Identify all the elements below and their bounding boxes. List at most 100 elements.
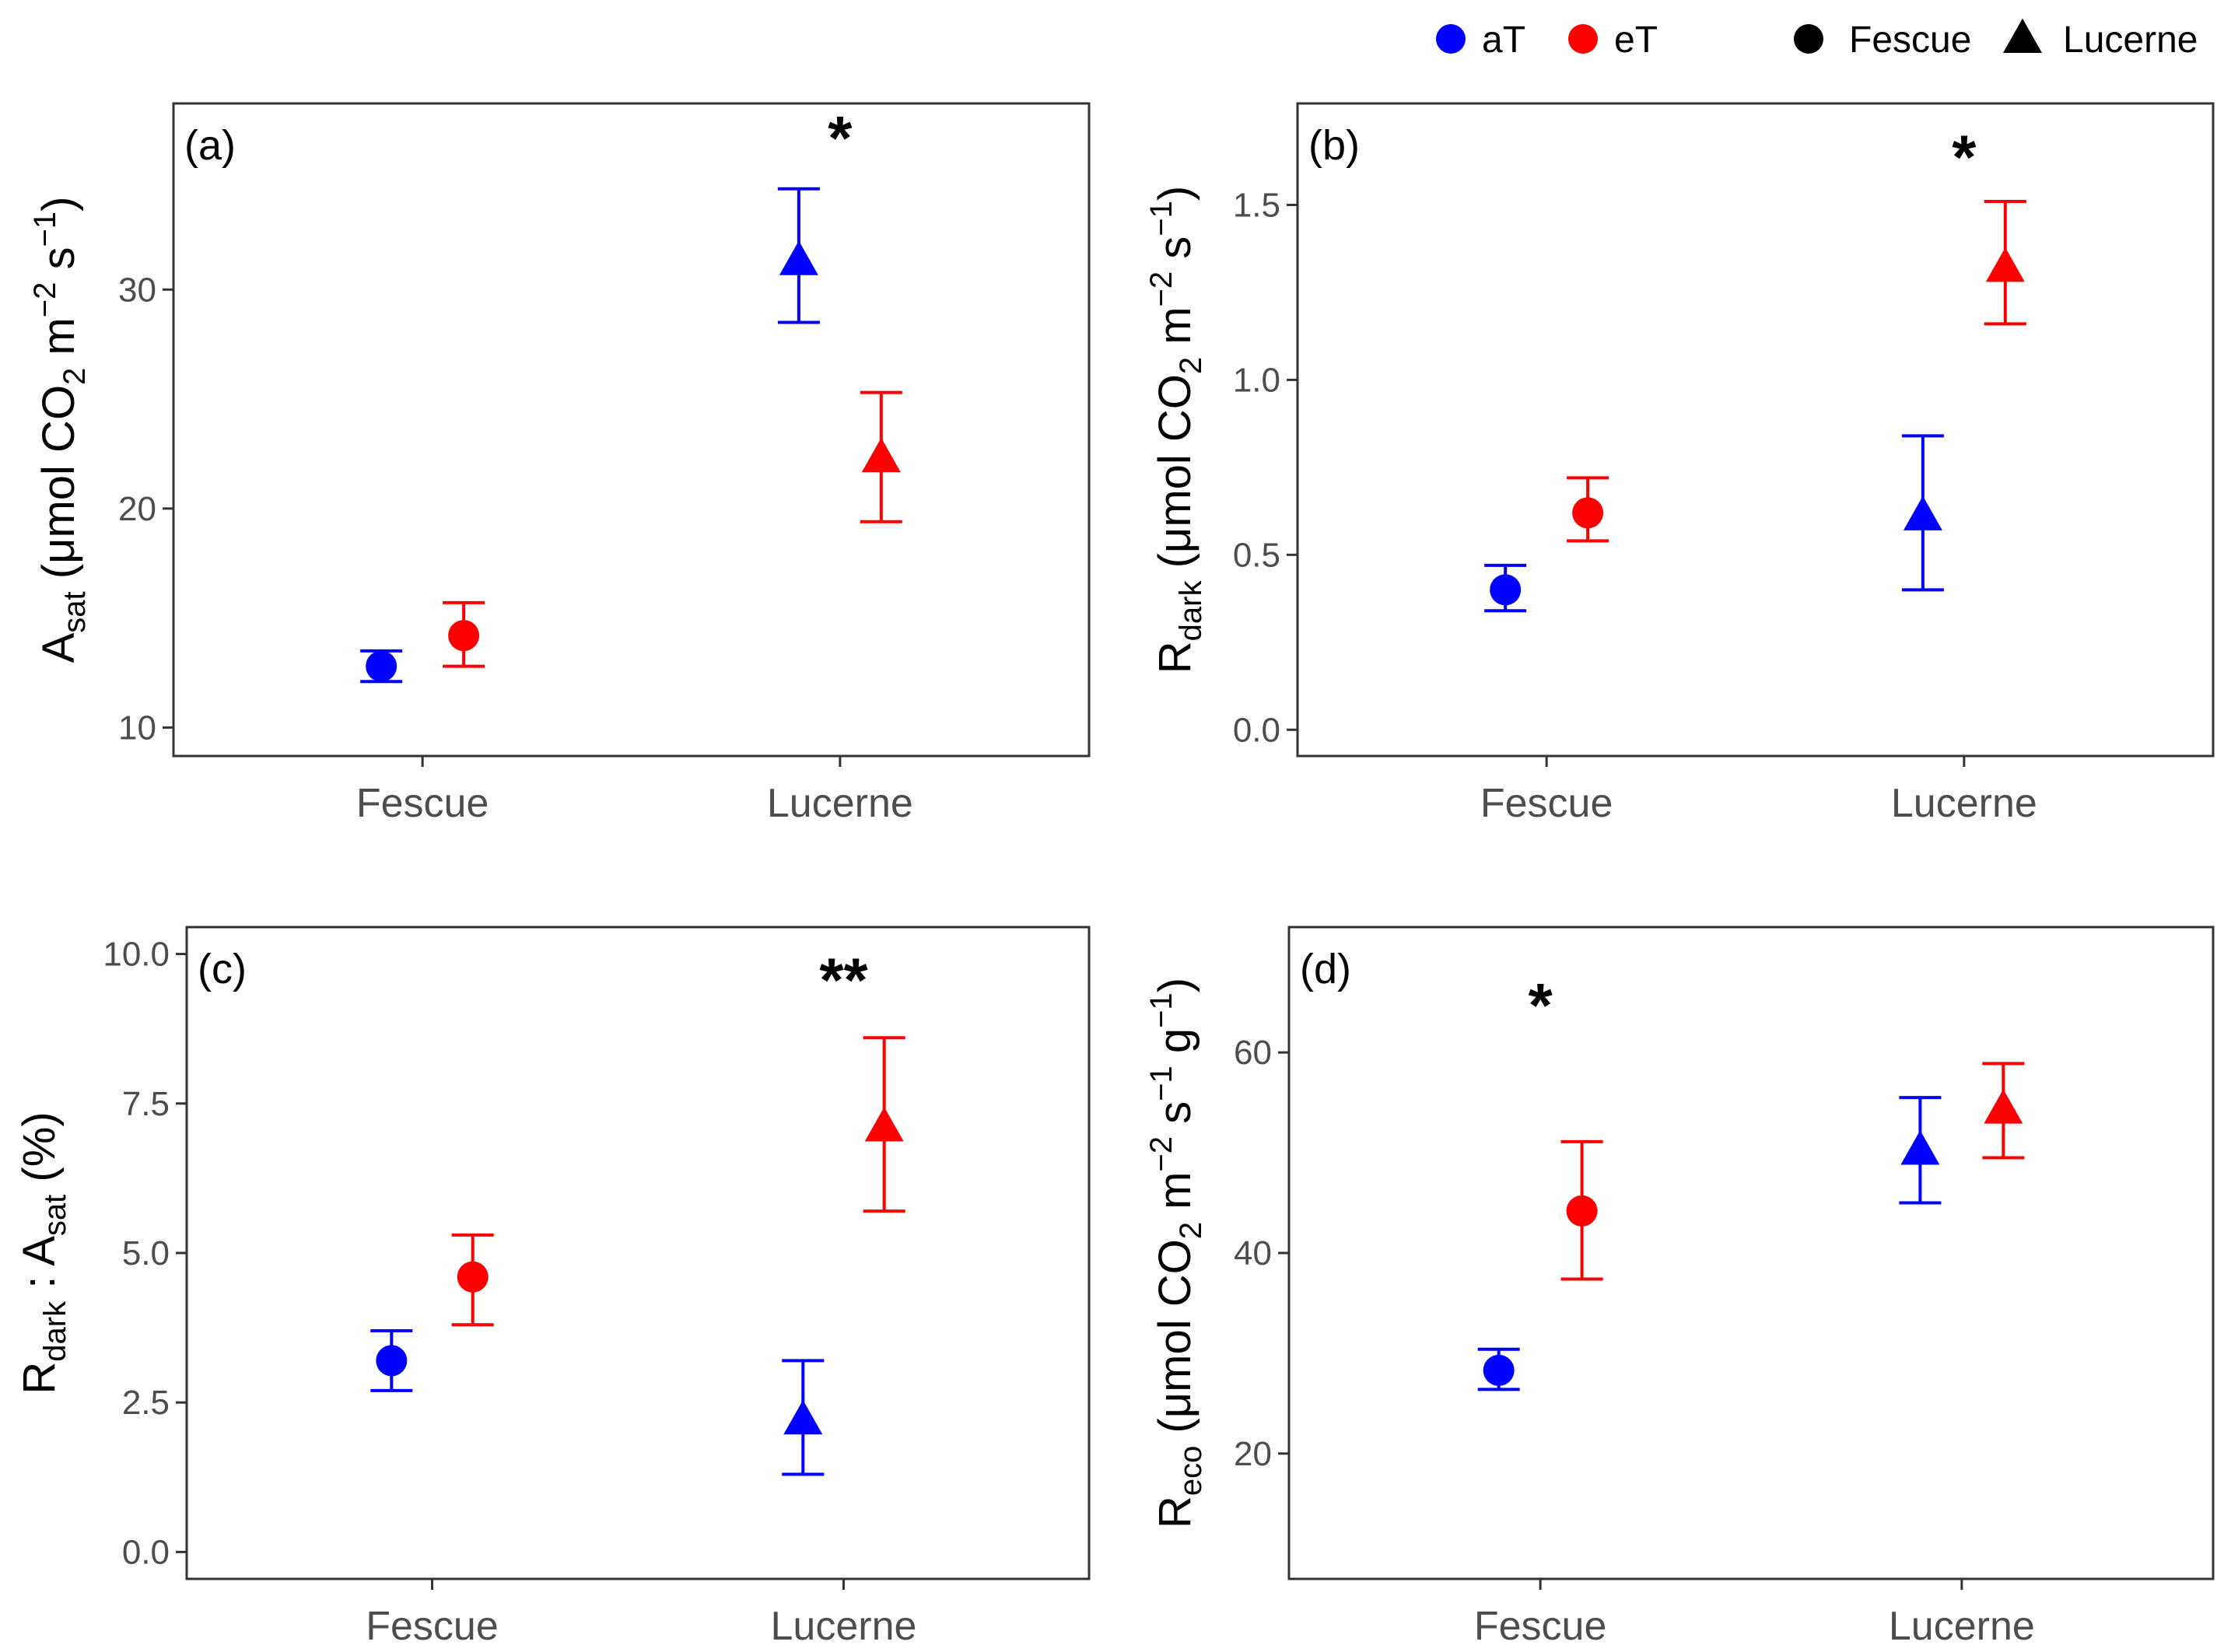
y-axis-title: Reco (μmol CO2 m−2 s−1 g−1) — [1144, 978, 1208, 1528]
panel-label: (d) — [1300, 946, 1351, 992]
y-axis-title: Asat (μmol CO2 m−2 s−1) — [28, 197, 92, 663]
panel-d: 20 40 60 Fescue Lucerne (d) * Reco (μmol CO2 m−… — [1144, 926, 2215, 1649]
ylab-sub2: sat — [38, 1195, 72, 1236]
x-tick-label-fescue: Fescue — [356, 781, 489, 826]
y-tick-label: 40 — [1234, 1234, 1272, 1272]
y-axis-title: Rdark (μmol CO2 m−2 s−1) — [1144, 186, 1208, 674]
y-tick-label: 0.5 — [1233, 536, 1280, 574]
point-eT-fescue — [1572, 497, 1604, 529]
panel-border — [185, 926, 1091, 1580]
ylab-sub: sat — [58, 591, 92, 632]
point-aT-lucerne — [1903, 495, 1942, 530]
panel-border — [172, 102, 1091, 758]
x-tick-label-fescue: Fescue — [366, 1604, 499, 1648]
significance-mark: * — [1952, 122, 1977, 191]
ylab-sub: dark — [38, 1300, 72, 1362]
point-aT-lucerne — [783, 1400, 823, 1435]
point-aT-lucerne — [1900, 1130, 1940, 1165]
ylab-unit-s-exp: −1 — [1144, 201, 1179, 236]
panel-label: (a) — [184, 122, 236, 169]
ylab-main: R — [1150, 1496, 1200, 1528]
ylab-unit-m: m — [33, 317, 84, 367]
ylab-unit-g-exp: −1 — [1144, 992, 1179, 1028]
legend-label-et: eT — [1614, 19, 1658, 61]
panel-border — [1296, 102, 2215, 758]
significance-mark: * — [1529, 971, 1553, 1040]
point-aT-lucerne — [779, 240, 818, 275]
y-tick-label: 2.5 — [122, 1384, 170, 1422]
ylab-unit-sub: 2 — [1174, 357, 1208, 374]
ylab-unit-close: ) — [1150, 186, 1200, 201]
legend-swatch-fescue — [1794, 24, 1823, 54]
point-eT-fescue — [1566, 1195, 1598, 1227]
ylab-main: A — [33, 632, 84, 663]
ylab-main: R — [14, 1362, 65, 1395]
ylab-unit-s-exp: −1 — [28, 212, 62, 247]
x-tick-label-lucerne: Lucerne — [767, 781, 913, 826]
ylab-unit-s: s — [33, 247, 84, 282]
significance-mark: * — [828, 103, 853, 173]
ylab-unit-open: (μmol CO — [1150, 374, 1200, 580]
legend-swatch-et — [1568, 24, 1598, 54]
ylab-unit-open: (μmol CO — [33, 385, 84, 591]
ylab-end: (%) — [14, 1111, 65, 1194]
y-tick-label: 30 — [118, 271, 156, 309]
ylab-unit-close: ) — [33, 197, 84, 212]
point-eT-fescue — [457, 1261, 489, 1293]
x-tick-label-fescue: Fescue — [1480, 781, 1613, 826]
x-tick-label-lucerne: Lucerne — [1891, 781, 2037, 826]
panel-c: 0.0 2.5 5.0 7.5 10.0 Fescue Lucerne (c) ** Rdark … — [14, 926, 1091, 1649]
point-aT-fescue — [366, 650, 398, 682]
ylab-unit-m-exp: −2 — [1144, 271, 1179, 307]
y-tick-label: 0.0 — [122, 1533, 170, 1571]
y-tick-label: 0.0 — [1233, 711, 1280, 749]
legend-label-lucerne: Lucerne — [2063, 19, 2198, 61]
y-tick-label: 20 — [1234, 1435, 1272, 1473]
significance-mark: ** — [819, 946, 868, 1015]
legend-label-at: aT — [1482, 19, 1525, 61]
ylab-sub: dark — [1174, 580, 1208, 642]
panel-b: 0.0 0.5 1.0 1.5 Fescue Lucerne (b) * Rdark (μmol… — [1144, 102, 2215, 826]
y-tick-label: 7.5 — [122, 1085, 170, 1123]
point-aT-fescue — [1483, 1354, 1515, 1386]
y-tick-label: 5.0 — [122, 1234, 170, 1272]
ylab-unit-m: m — [1150, 306, 1200, 356]
ylab-unit-s: s — [1150, 236, 1200, 271]
point-aT-fescue — [376, 1345, 408, 1377]
point-eT-lucerne — [864, 1107, 904, 1142]
ylab-unit-m-exp: −2 — [1144, 1136, 1179, 1172]
ylab-unit-m-exp: −2 — [28, 282, 62, 318]
x-tick-label-lucerne: Lucerne — [771, 1604, 917, 1648]
ylab-unit-sub: 2 — [1174, 1222, 1208, 1239]
panel-border — [1287, 926, 2215, 1580]
y-tick-label: 10 — [118, 709, 156, 747]
y-tick-label: 1.5 — [1233, 186, 1280, 224]
ylab-sub: eco — [1174, 1446, 1208, 1496]
ylab-unit-s-exp: −1 — [1144, 1066, 1179, 1101]
y-tick-label: 10.0 — [103, 936, 170, 974]
ylab-unit-sub: 2 — [58, 368, 92, 385]
point-eT-lucerne — [1985, 247, 2025, 282]
point-eT-lucerne — [1984, 1089, 2023, 1124]
ylab-unit-m: m — [1150, 1172, 1200, 1222]
ylab-unit-g: g — [1150, 1028, 1200, 1066]
point-aT-fescue — [1490, 574, 1522, 606]
ylab-main: R — [1150, 641, 1200, 674]
ylab-mid: : A — [14, 1236, 65, 1301]
y-tick-label: 1.0 — [1233, 361, 1280, 399]
x-tick-label-fescue: Fescue — [1474, 1604, 1607, 1648]
ylab-unit-close: ) — [1150, 978, 1200, 992]
legend: aT eT Fescue Lucerne — [1436, 18, 2198, 61]
y-tick-label: 60 — [1234, 1034, 1272, 1072]
y-tick-label: 20 — [118, 490, 156, 528]
point-eT-fescue — [448, 620, 480, 652]
point-eT-lucerne — [861, 437, 901, 473]
legend-swatch-at — [1436, 24, 1466, 54]
y-axis-title: Rdark : Asat (%) — [14, 1111, 72, 1394]
panel-label: (b) — [1308, 122, 1360, 169]
x-tick-label-lucerne: Lucerne — [1889, 1604, 2035, 1648]
panel-label: (c) — [198, 946, 247, 992]
